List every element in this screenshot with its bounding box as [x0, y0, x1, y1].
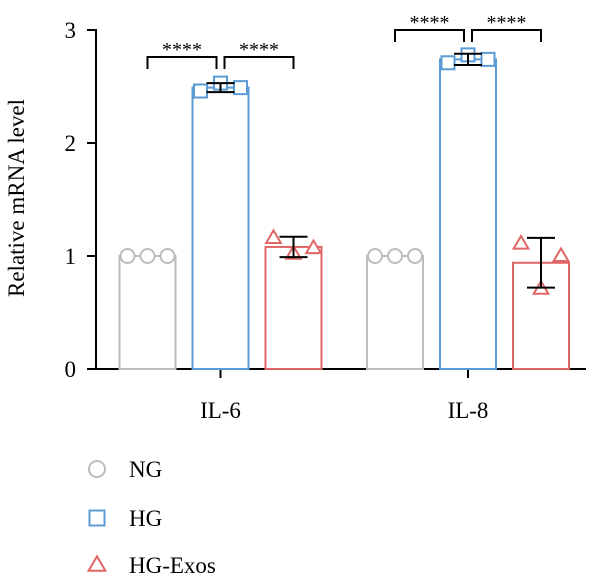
bar-hg-il-8 [439, 58, 497, 370]
legend-marker-ng [88, 460, 106, 478]
data-point [367, 248, 383, 264]
significance-label: **** [239, 39, 279, 61]
bars [118, 58, 570, 371]
significance-bracket [394, 29, 465, 42]
data-point [407, 248, 423, 264]
y-tick-label: 2 [65, 131, 77, 156]
x-tick-label: IL-6 [200, 398, 241, 423]
bar-hg-il-6 [191, 86, 250, 370]
significance-label: **** [162, 39, 202, 61]
legend-marker-hg [88, 509, 106, 527]
data-point [193, 83, 208, 99]
legend: NG HG HG-Exos [86, 457, 216, 578]
data-point [511, 234, 531, 250]
significance-bracket [471, 29, 542, 42]
data-point [264, 228, 283, 244]
bar-ng-il-8 [366, 255, 424, 370]
bar-ng-il-6 [118, 255, 177, 370]
legend-label-hg: HG [129, 506, 162, 531]
data-point [480, 51, 496, 67]
y-tick-label: 0 [65, 357, 77, 382]
y-tick-label: 1 [65, 244, 77, 269]
y-axis-label: Relative mRNA level [4, 99, 29, 297]
data-point [119, 248, 136, 264]
significance-bracket [146, 56, 218, 69]
data-point [440, 55, 456, 71]
data-point [551, 246, 571, 263]
significance-bracket [223, 56, 295, 69]
data-point [159, 248, 176, 264]
bar-hg-exos-il-6 [264, 245, 323, 371]
significance-label: **** [410, 12, 450, 34]
significance-label: **** [487, 12, 527, 34]
data-points [119, 47, 571, 295]
data-point [304, 238, 323, 255]
legend-label-ng: NG [129, 457, 162, 482]
data-point [387, 248, 403, 264]
y-tick-label: 3 [65, 18, 77, 43]
data-point [139, 248, 156, 264]
data-point [233, 80, 248, 96]
x-tick-label: IL-8 [448, 398, 489, 423]
axes: 0 1 2 3 IL-6 IL-8 [65, 18, 586, 423]
error-bars [206, 52, 555, 289]
legend-marker-hg-exos [86, 554, 108, 572]
significance-annotations: **** **** **** **** [146, 12, 542, 69]
legend-label-hg-exos: HG-Exos [129, 553, 216, 578]
